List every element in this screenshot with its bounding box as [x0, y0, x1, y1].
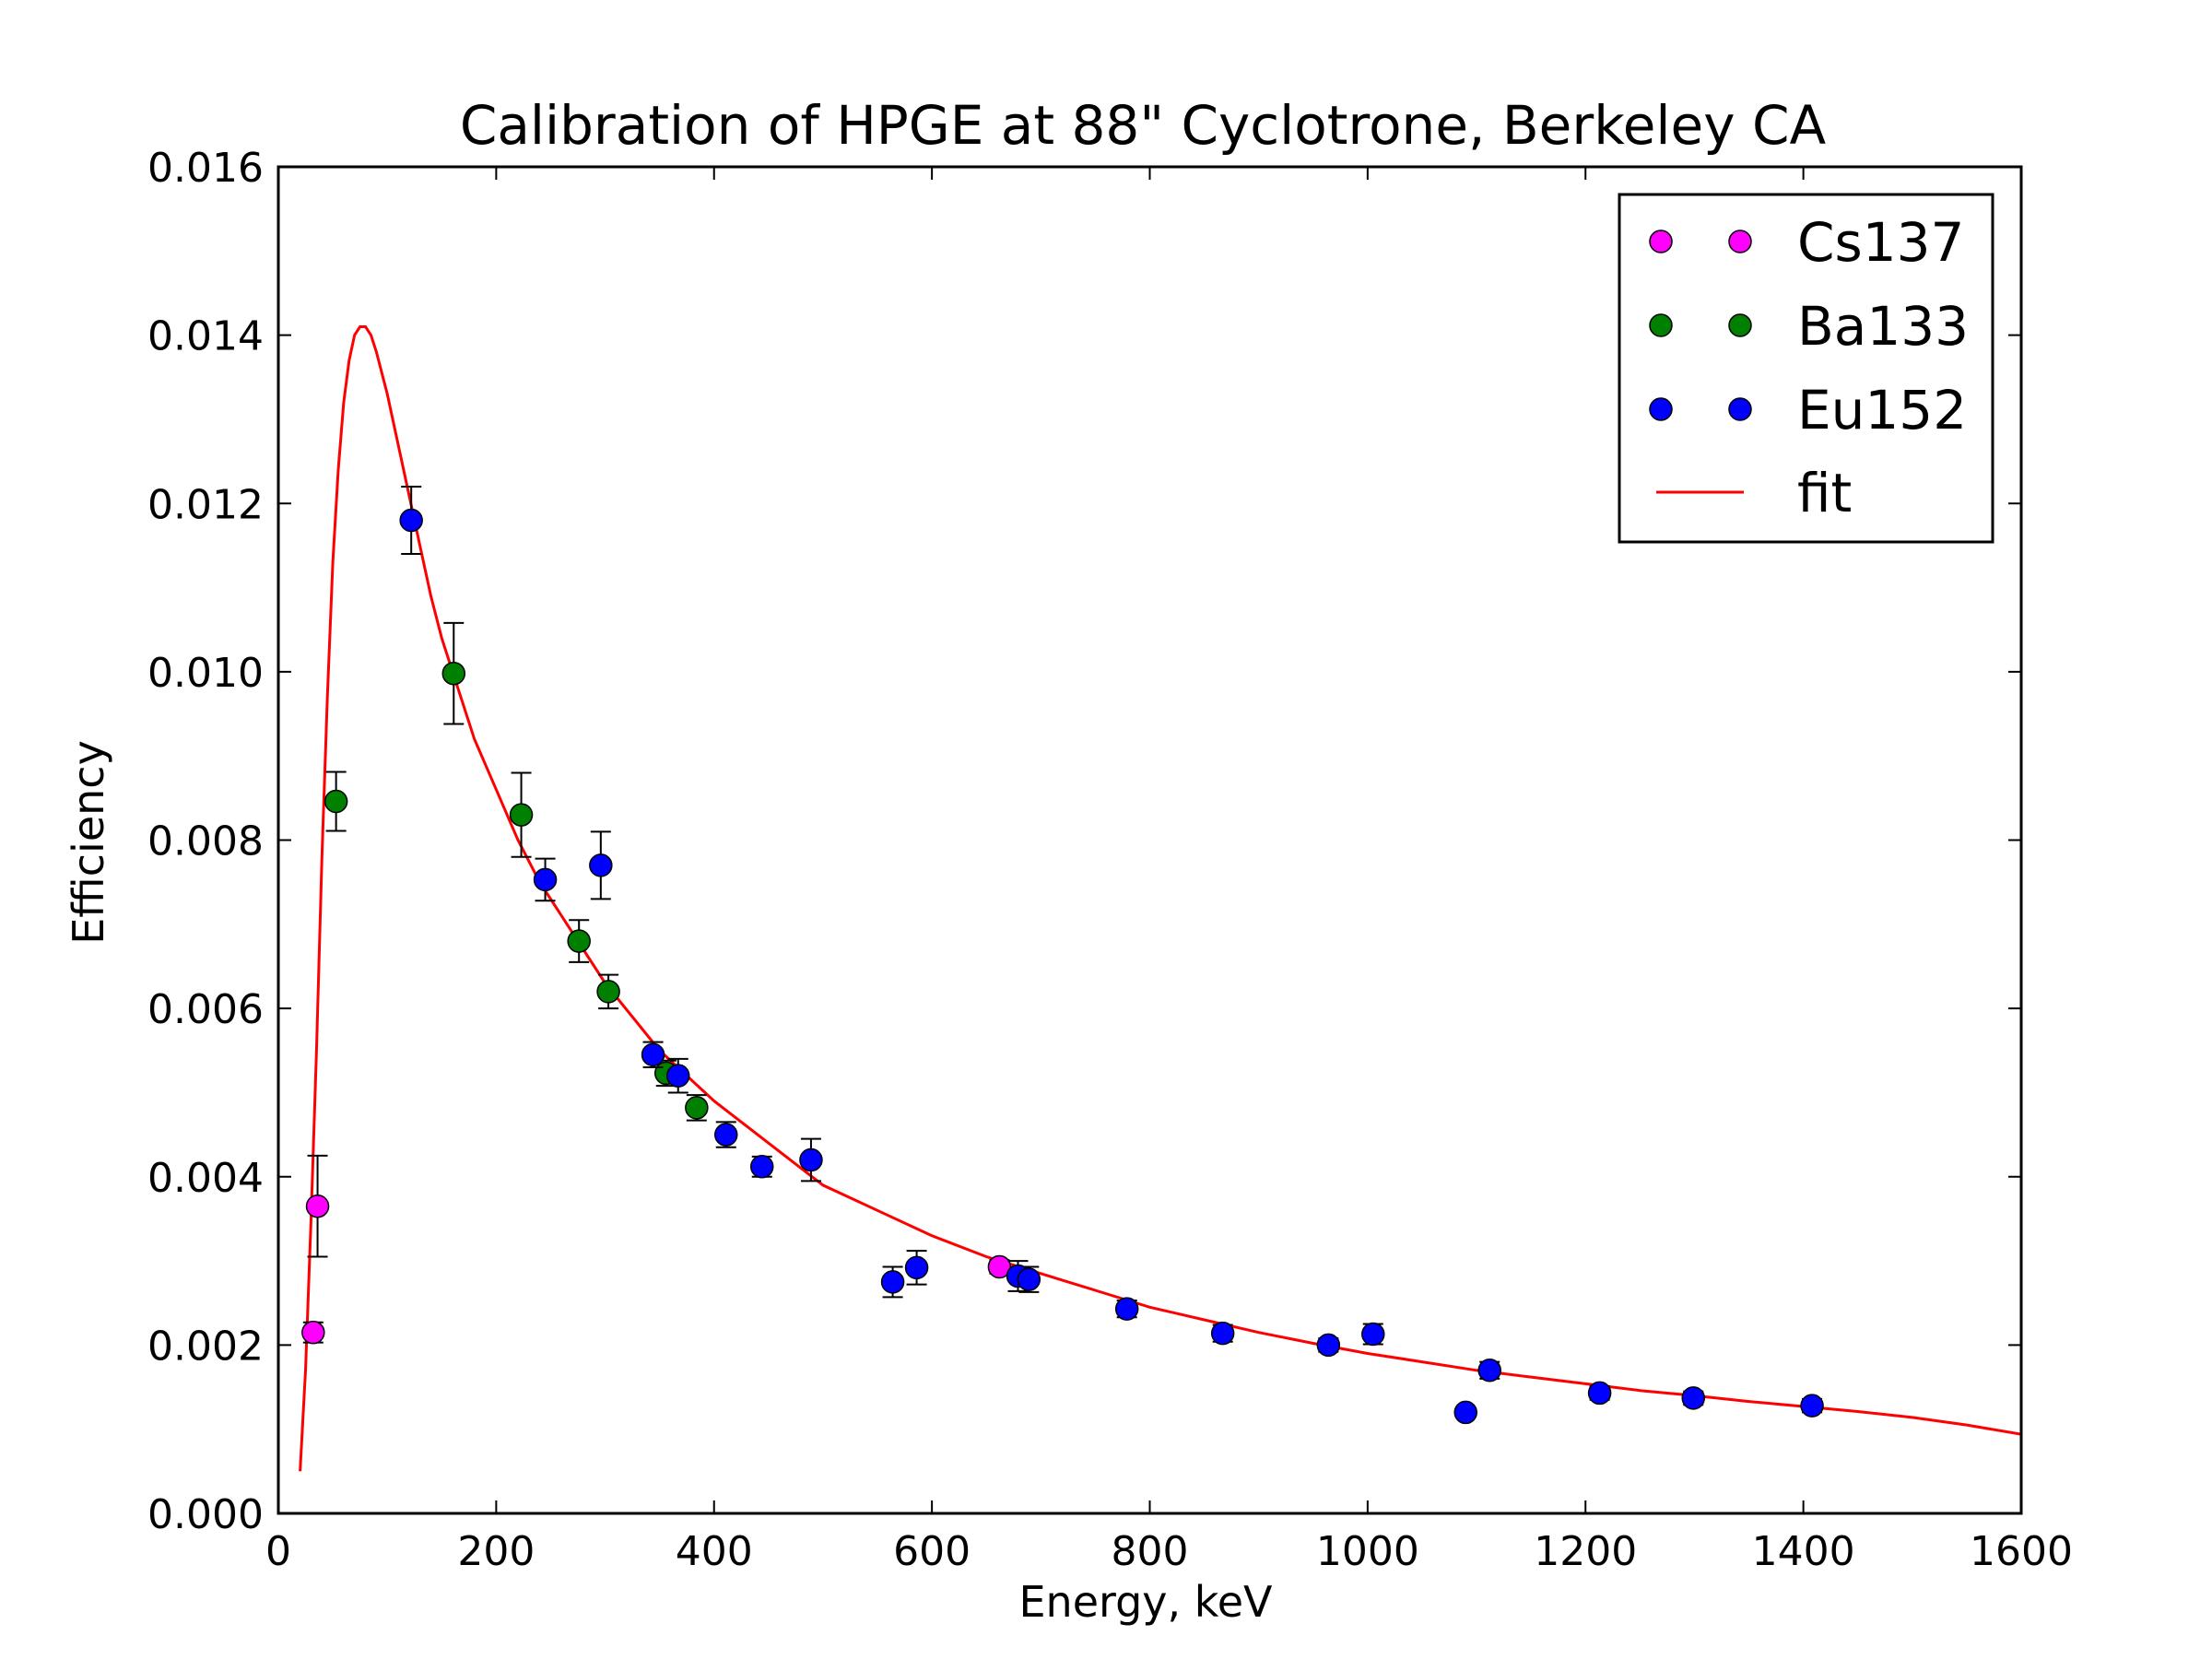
data-point	[750, 1155, 774, 1179]
x-tick-label: 400	[676, 1528, 753, 1575]
data-point	[441, 661, 466, 686]
data-point	[1316, 1333, 1341, 1358]
x-tick-label: 200	[457, 1528, 535, 1575]
y-tick-label: 0.008	[147, 818, 264, 865]
x-tick-label: 1000	[1316, 1528, 1419, 1575]
x-tick-label: 1600	[1970, 1528, 2073, 1575]
chart-title: Calibration of HPGE at 88" Cyclotrone, B…	[460, 94, 1827, 157]
data-point	[1681, 1386, 1706, 1410]
y-axis-label: Efficiency	[64, 740, 113, 945]
legend: Cs137 Ba133 Eu152 fit	[1618, 193, 1994, 544]
legend-label: fit	[1797, 462, 1852, 524]
data-point	[301, 1320, 325, 1345]
x-axis-label: Energy, keV	[1018, 1577, 1273, 1627]
legend-marker	[1649, 397, 1673, 421]
axes-frame	[276, 165, 2023, 1515]
y-tick-label: 0.012	[147, 481, 264, 528]
data-point	[714, 1123, 738, 1147]
data-point	[533, 867, 558, 892]
data-point	[399, 508, 423, 533]
data-point	[1587, 1381, 1612, 1406]
legend-marker	[1649, 229, 1673, 253]
y-tick-label: 0.016	[147, 145, 264, 192]
y-tick-label: 0.014	[147, 313, 264, 360]
data-point	[324, 789, 348, 814]
y-tick-label: 0.010	[147, 650, 264, 697]
legend-marker	[1728, 397, 1752, 421]
data-point	[1210, 1321, 1235, 1346]
data-point	[987, 1254, 1012, 1279]
data-point	[880, 1270, 905, 1294]
plot-area: 0 200 400 600 800 1000 1200 1400 1600 0.000 0.002 0…	[147, 145, 2073, 1575]
data-point	[904, 1255, 929, 1280]
data-point	[1017, 1267, 1041, 1291]
data-point	[596, 980, 620, 1004]
y-tick-label: 0.000	[147, 1491, 264, 1538]
data-point	[1453, 1400, 1477, 1425]
y-tick-label: 0.006	[147, 986, 264, 1033]
legend-label: Eu152	[1797, 379, 1967, 441]
legend-box	[1618, 193, 1994, 544]
x-tick-label: 0	[265, 1528, 291, 1575]
x-tick-label: 1200	[1534, 1528, 1637, 1575]
x-tick-label: 800	[1112, 1528, 1189, 1575]
x-tick-label: 600	[893, 1528, 971, 1575]
data-point	[1800, 1394, 1824, 1418]
series-cs137	[301, 1154, 1012, 1345]
data-point	[685, 1096, 709, 1120]
series-eu152	[399, 485, 1824, 1425]
data-point	[641, 1042, 665, 1067]
data-point	[1114, 1297, 1139, 1321]
data-point	[589, 853, 613, 877]
legend-marker	[1728, 229, 1752, 253]
x-tick-label: 1400	[1752, 1528, 1855, 1575]
legend-marker	[1728, 313, 1752, 337]
data-point	[1477, 1359, 1501, 1382]
data-point	[799, 1147, 823, 1172]
legend-label: Ba133	[1797, 295, 1969, 358]
y-tick-label: 0.004	[147, 1155, 264, 1202]
y-tick-label: 0.002	[147, 1323, 264, 1370]
data-point	[567, 929, 591, 953]
data-point	[665, 1064, 690, 1088]
data-point	[305, 1194, 330, 1218]
data-point	[509, 803, 534, 827]
legend-label: Cs137	[1797, 211, 1964, 274]
legend-marker	[1649, 313, 1673, 337]
data-point	[1361, 1322, 1385, 1347]
